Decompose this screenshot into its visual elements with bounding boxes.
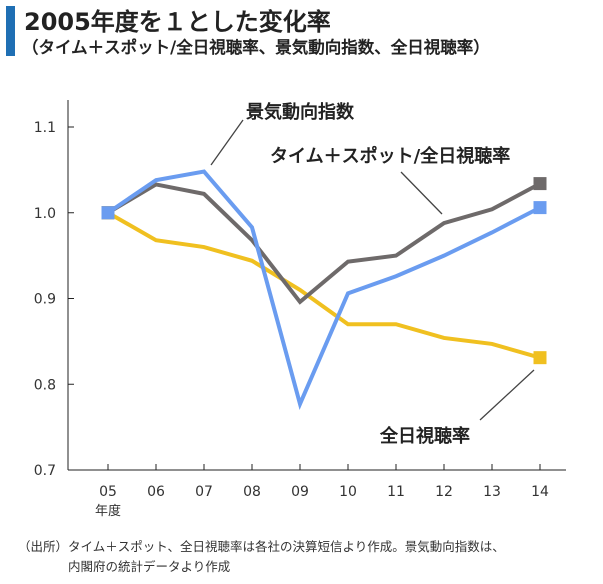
x-tick-label: 11: [387, 484, 405, 500]
y-tick-label: 0.8: [34, 377, 56, 393]
source-note-line-2: 内閣府の統計データより作成: [68, 559, 231, 574]
series-marker-business-index: [101, 206, 115, 220]
x-tick-label: 08: [243, 484, 261, 500]
series-line-business-index: [106, 169, 541, 410]
leader-line-business-index: [210, 119, 244, 166]
x-tick-label: 12: [435, 484, 453, 500]
y-tick-label: 1.0: [34, 206, 56, 222]
series-annotation-label: 全日視聴率: [379, 425, 470, 447]
chart-title: 2005年度を１とした変化率: [24, 8, 331, 36]
x-unit-label: 年度: [95, 503, 121, 519]
series-line-time-spot-ratio: [106, 181, 541, 305]
x-tick-label: 06: [147, 484, 165, 500]
x-tick-label: 10: [339, 484, 357, 500]
x-tick-label: 13: [483, 484, 501, 500]
series-marker-business-index: [533, 201, 547, 215]
leader-line-time-spot: [400, 171, 443, 215]
y-tick-label: 0.7: [34, 463, 56, 479]
series-marker-all-day-rating: [533, 351, 547, 365]
title-accent-bar: [6, 6, 15, 56]
series-line-all-day-rating: [107, 211, 541, 360]
source-note: （出所）タイム＋スポット、全日視聴率は各社の決算短信より作成。景気動向指数は、 …: [18, 537, 598, 577]
leader-line-all-day-rating: [479, 369, 535, 421]
series-marker-time-spot-ratio: [533, 177, 547, 191]
series-annotation-label: 景気動向指数: [246, 101, 355, 123]
series-annotation-label: タイム＋スポット/全日視聴率: [270, 145, 510, 167]
chart-subtitle: （タイム＋スポット/全日視聴率、景気動向指数、全日視聴率）: [22, 38, 490, 57]
line-chart: 0.7 0.8 0.9 1.0 1.1 05 06 07 08 09 10 11 12 13 14 年度 景気動…: [34, 100, 566, 519]
x-tick-label: 14: [531, 484, 549, 500]
x-tick-label: 09: [291, 484, 309, 500]
source-note-line-1: （出所）タイム＋スポット、全日視聴率は各社の決算短信より作成。景気動向指数は、: [18, 539, 505, 554]
x-tick-label: 05: [99, 484, 117, 500]
x-tick-label: 07: [195, 484, 213, 500]
y-tick-label: 1.1: [34, 120, 56, 136]
y-tick-label: 0.9: [34, 292, 56, 308]
